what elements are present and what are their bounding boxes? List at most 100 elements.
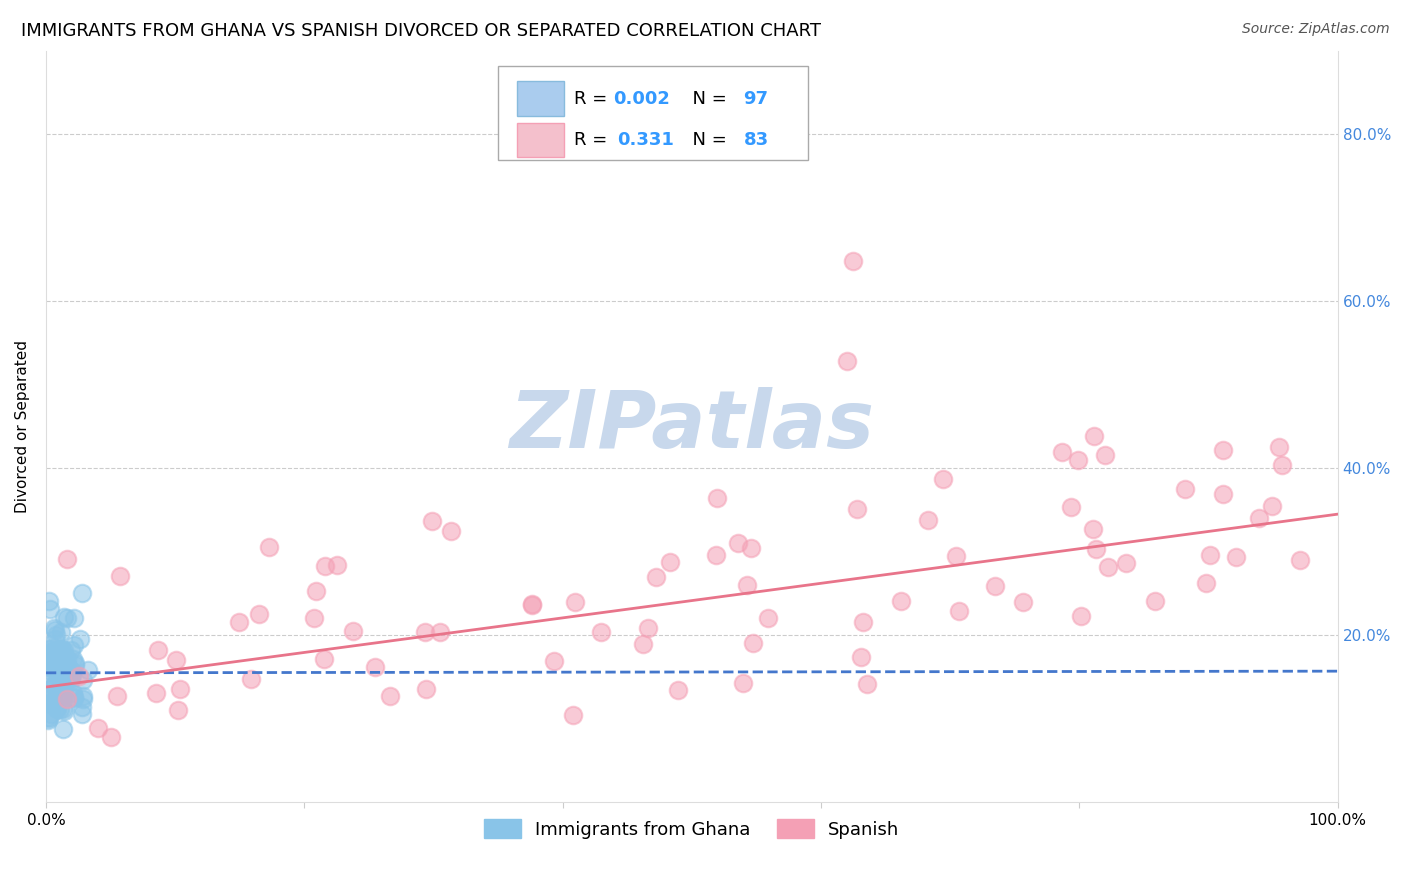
Point [1289,553,1312,567]
Point [60,668,83,682]
Point [45,700,67,714]
Point [52,672,75,686]
Point [543,654,565,668]
Point [51,652,73,666]
Point [70,586,93,600]
Point [325,558,347,572]
Point [1212,443,1234,458]
Point [69,632,91,646]
Point [740,541,762,556]
Point [378,689,401,703]
Point [1097,560,1119,574]
Point [45,665,67,680]
Text: 97: 97 [744,90,769,108]
FancyBboxPatch shape [498,66,808,160]
Point [1261,499,1284,513]
Point [1067,452,1090,467]
Point [63,690,86,705]
Point [53,643,76,657]
Point [41,697,63,711]
Text: R =: R = [574,90,613,108]
Point [38,641,60,656]
Point [42,657,65,672]
Point [145,685,167,699]
Point [72,691,94,706]
Point [945,549,967,563]
Point [917,513,939,527]
Point [1198,548,1220,562]
Point [727,535,749,549]
Point [56,692,79,706]
Point [62,651,84,665]
Point [706,491,728,505]
Point [890,594,912,608]
Point [38,711,60,725]
Point [58,673,80,687]
Point [39,664,62,678]
Point [44,695,66,709]
Point [42,679,65,693]
Point [52,705,75,719]
Point [37,657,59,672]
Point [45,627,67,641]
Point [561,707,583,722]
Point [67,668,90,682]
Point [49,702,72,716]
Point [42,621,65,635]
Text: 0.002: 0.002 [613,90,669,108]
Point [146,642,169,657]
Point [637,621,659,635]
Point [41,694,63,708]
Point [45,659,67,673]
Point [44,659,66,673]
Point [856,677,879,691]
Point [44,676,66,690]
Point [645,569,668,583]
Point [167,703,190,717]
Point [39,645,62,659]
Point [44,666,66,681]
Point [49,668,72,682]
Point [87,721,110,735]
Point [63,656,86,670]
Point [520,599,543,613]
Point [49,656,72,670]
Point [39,706,62,721]
Point [41,654,63,668]
Point [53,673,76,687]
Point [735,578,758,592]
Point [852,615,875,630]
Point [842,254,865,268]
Point [1094,448,1116,462]
Point [55,658,77,673]
Point [53,687,76,701]
Text: N =: N = [682,90,733,108]
Text: R =: R = [574,131,619,149]
Point [35,659,58,673]
Point [1012,595,1035,609]
Point [63,638,86,652]
Point [305,583,328,598]
Point [39,647,62,661]
Point [100,730,122,744]
Point [59,675,82,690]
Point [169,681,191,696]
Point [46,688,69,702]
Point [53,648,76,663]
Point [105,689,128,703]
Point [983,579,1005,593]
Point [37,713,59,727]
Point [845,501,868,516]
Point [41,661,63,675]
Point [39,692,62,706]
Point [38,682,60,697]
Point [41,658,63,673]
Point [342,624,364,638]
Point [38,602,60,616]
Point [44,624,66,638]
Point [39,697,62,711]
Text: 83: 83 [744,131,769,149]
Legend: Immigrants from Ghana, Spanish: Immigrants from Ghana, Spanish [477,812,907,846]
Point [564,595,586,609]
Point [37,710,59,724]
